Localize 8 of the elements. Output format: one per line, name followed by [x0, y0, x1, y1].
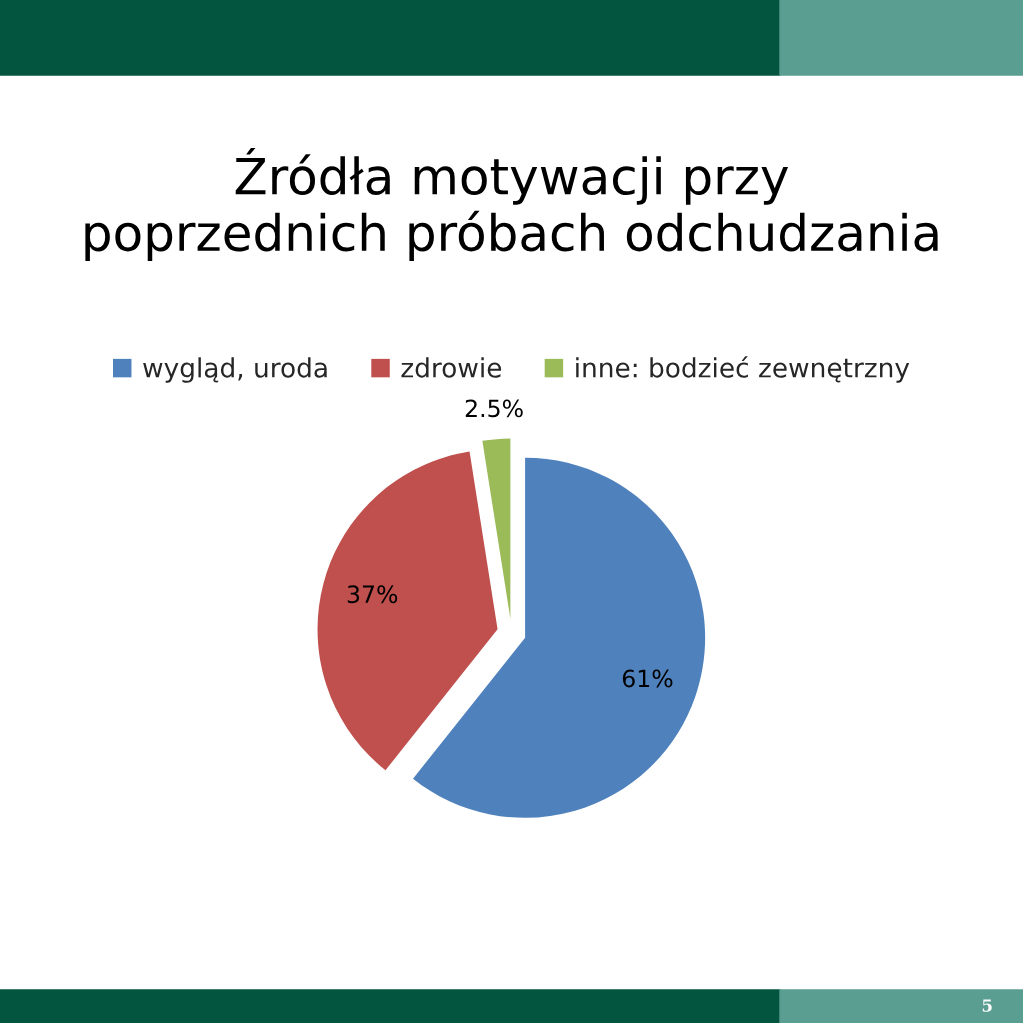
text: 5 [982, 999, 992, 1012]
legend-label: wygląd, uroda [143, 357, 327, 383]
legend-label: zdrowie [401, 357, 502, 378]
legend-label: inne: bodzieć zewnętrzny [576, 356, 910, 383]
data-label: 2.5% [465, 399, 523, 418]
chart-title: Źródła motywacji przy poprzednich próbach odchudzania [85, 148, 938, 262]
data-label: 37% [347, 585, 398, 604]
data-label: 61% [622, 669, 673, 688]
